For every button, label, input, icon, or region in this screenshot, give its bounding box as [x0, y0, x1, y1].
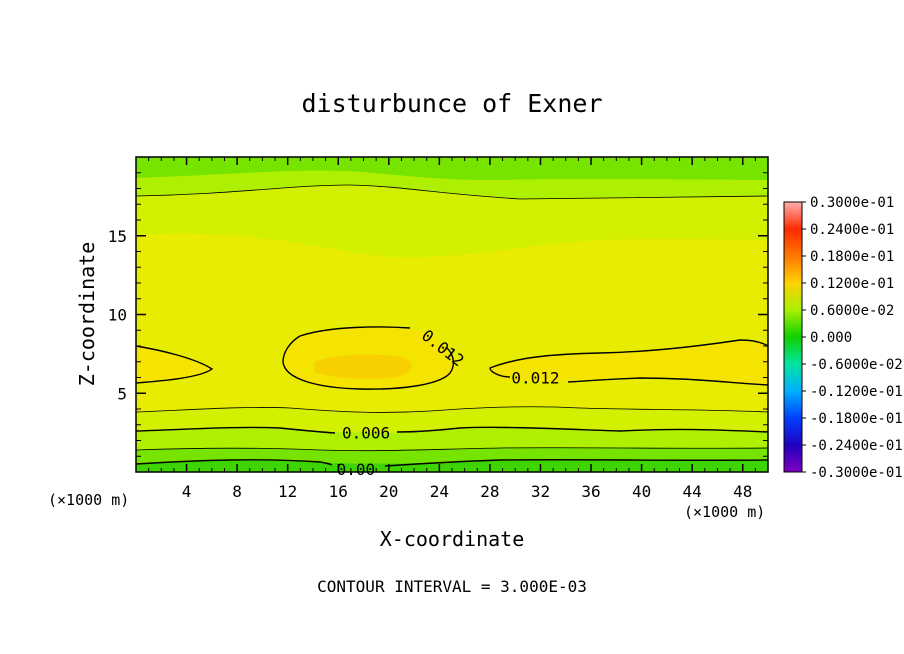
contour-0000 [135, 459, 769, 467]
contour-0012-center [282, 326, 455, 390]
core-left [136, 346, 212, 383]
colorbar-label: -0.1200e-01 [810, 384, 903, 400]
x-tick-label: 20 [379, 482, 398, 501]
x-tick-label: 36 [581, 482, 600, 501]
core-right [489, 340, 768, 385]
band-0006 [136, 427, 768, 451]
chart-title: disturbunce of Exner [301, 89, 602, 118]
x-tick-label: 8 [232, 482, 242, 501]
contour-label: 0.006 [342, 424, 390, 443]
colorbar-label: -0.2400e-01 [810, 438, 903, 454]
colorbar-label: -0.1800e-01 [810, 411, 903, 427]
x-tick-label: 32 [531, 482, 550, 501]
colorbar [783, 201, 806, 473]
y-tick-label: 10 [108, 306, 127, 325]
x-tick-label: 40 [632, 482, 651, 501]
colorbar-label: 0.000 [810, 330, 852, 346]
contour-0006 [135, 426, 769, 434]
contour-interval-note: CONTOUR INTERVAL = 3.000E-03 [317, 577, 587, 596]
x-tick-label: 24 [430, 482, 449, 501]
colorbar-label: 0.1200e-01 [810, 276, 894, 292]
contour-label: 0.00 [337, 460, 376, 479]
y-tick-label: 5 [117, 384, 127, 403]
contour-0003 [135, 447, 769, 452]
core-peak [315, 354, 413, 379]
x-axis-label: X-coordinate [380, 527, 525, 551]
colorbar-ramp [783, 201, 803, 473]
contour-top-0003 [135, 184, 769, 200]
band-0009-inner [136, 233, 768, 413]
axis-ticks [136, 157, 768, 472]
y-tick-labels: 5 10 15 [108, 227, 127, 404]
x-tick-label: 44 [683, 482, 702, 501]
y-axis-label: Z-coordinate [75, 242, 99, 387]
contour-0009 [135, 406, 769, 413]
contour-label: 0.012 [511, 369, 559, 388]
colorbar-label: 0.6000e-02 [810, 303, 894, 319]
contour-0012-left [135, 345, 214, 384]
x-tick-label: 28 [480, 482, 499, 501]
colorbar-label: -0.6000e-02 [810, 357, 903, 373]
colorbar-label: 0.3000e-01 [810, 195, 894, 211]
colorbar-labels: 0.3000e-01 0.2400e-01 0.1800e-01 0.1200e-01… [810, 195, 903, 481]
y-tick-label: 15 [108, 227, 127, 246]
x-tick-label: 12 [278, 482, 297, 501]
x-tick-labels: 4 8 12 16 20 24 28 32 36 40 44 48 [182, 482, 753, 501]
colorbar-label: -0.3000e-01 [810, 465, 903, 481]
x-tick-label: 16 [329, 482, 348, 501]
colorbar-label: 0.2400e-01 [810, 222, 894, 238]
band-top-0003 [136, 157, 768, 181]
x-unit-right: (×1000 m) [684, 503, 765, 521]
band-top-0006 [136, 170, 768, 199]
x-unit-left: (×1000 m) [48, 491, 129, 509]
band-0009 [136, 406, 768, 433]
x-tick-label: 48 [733, 482, 752, 501]
band-0003 [136, 447, 768, 464]
colorbar-label: 0.1800e-01 [810, 249, 894, 265]
contour-0012-right [489, 339, 769, 386]
band-0 [136, 459, 768, 472]
x-tick-label: 4 [182, 482, 192, 501]
